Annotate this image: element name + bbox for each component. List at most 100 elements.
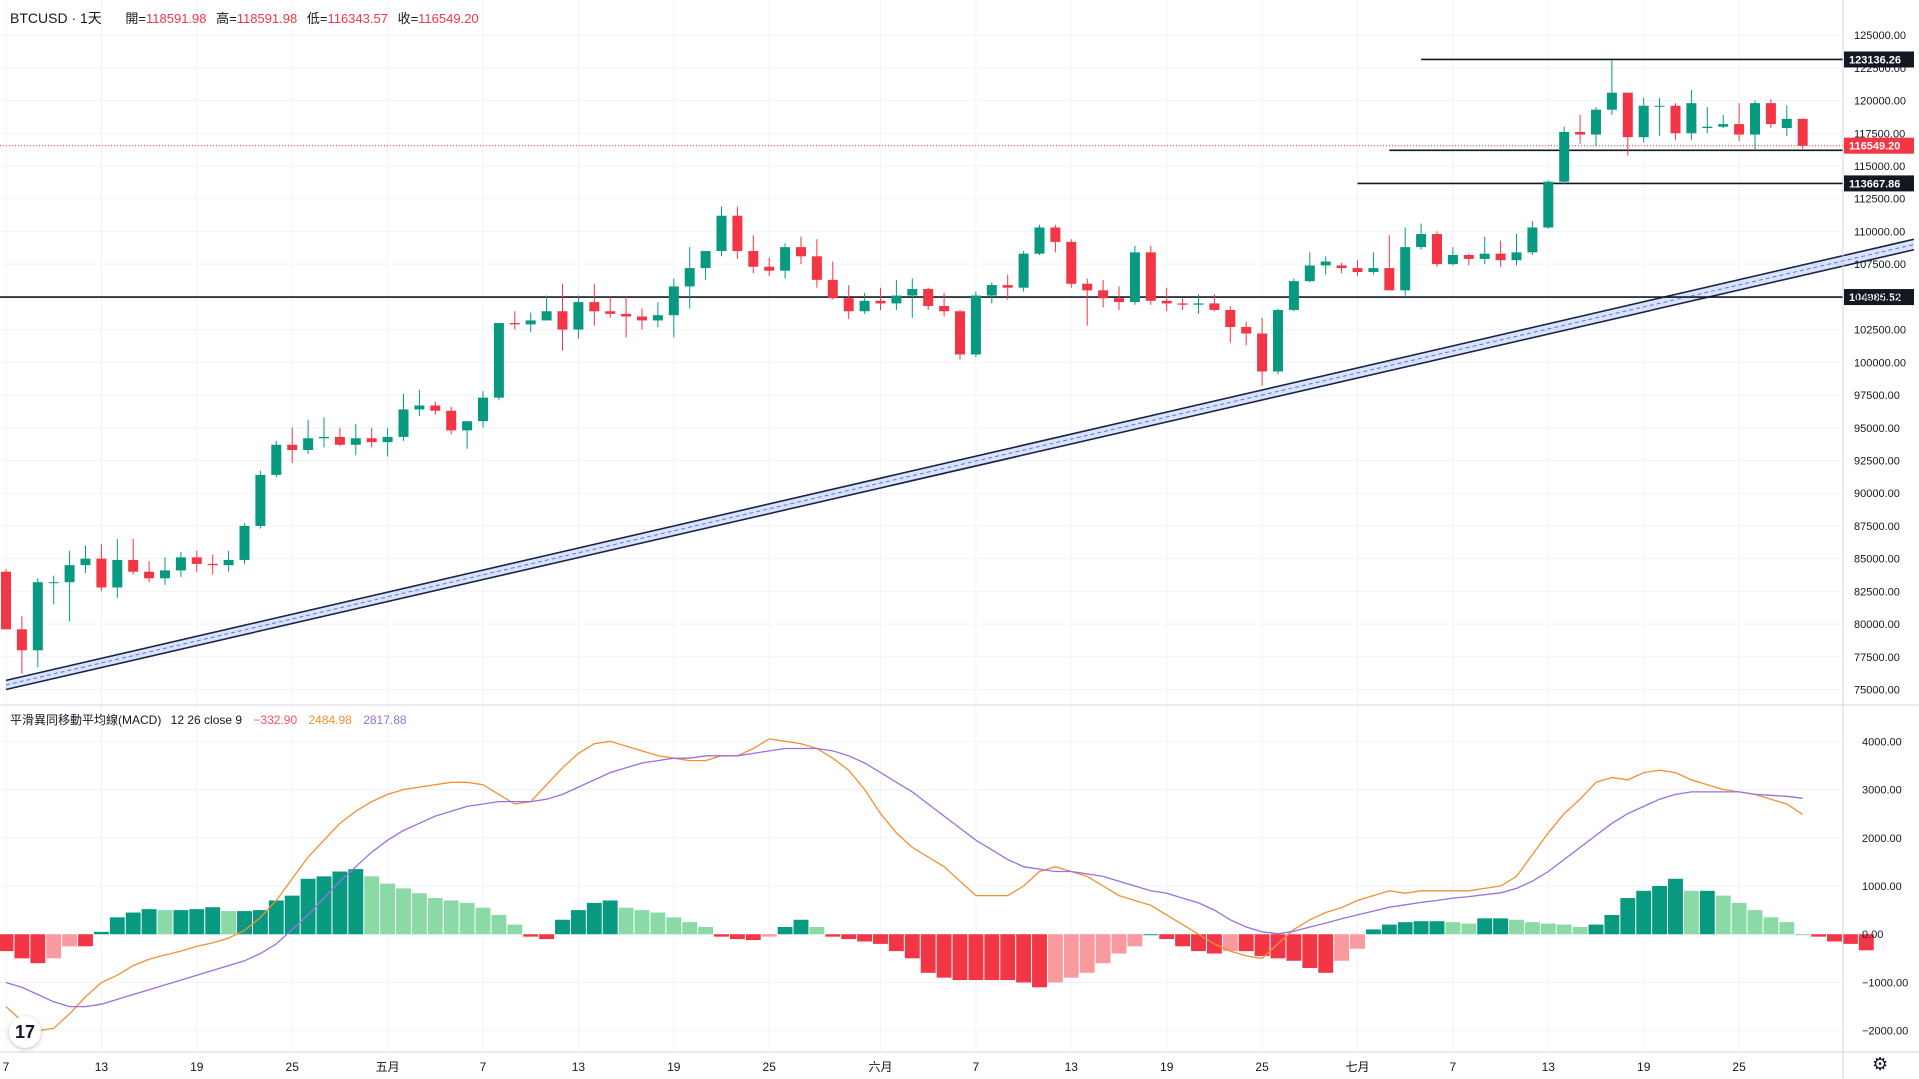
trend-channel-fill [6,239,1914,690]
candle-body [1145,252,1156,301]
time-axis-label: 13 [572,1060,586,1074]
macd-histogram-bar [1286,934,1302,961]
candle-body [1543,181,1554,228]
macd-histogram-bar [1652,886,1668,935]
price-axis-label: 102500.00 [1854,325,1906,337]
candle-body [1495,253,1506,261]
candle-body [1670,105,1681,134]
macd-axis-label: 2000.00 [1862,833,1902,845]
macd-histogram-bar [1540,923,1556,935]
gear-icon[interactable]: ⚙ [1872,1054,1889,1074]
candle-body [175,557,186,571]
level-price-tag [1844,289,1914,306]
time-axis-label: 7 [3,1060,10,1074]
price-axis-label: 95000.00 [1854,423,1900,435]
macd-histogram-bar [793,919,809,935]
macd-axis-label: −2000.00 [1862,1026,1908,1038]
candle-body [319,436,329,439]
candle-body [1018,253,1029,288]
candle-body [939,306,950,312]
price-axis-label: 110000.00 [1854,226,1905,238]
time-axis-label: 五月 [376,1060,400,1074]
macd-histogram-bar [30,934,46,964]
candle-body [1304,265,1315,282]
macd-histogram-bar [1095,934,1111,964]
macd-histogram-bar [841,934,857,940]
candle-body [1718,124,1729,127]
macd-histogram-bar [1445,922,1461,935]
price-axis-label: 105000.00 [1854,292,1906,304]
time-axis-label: 25 [763,1060,777,1074]
macd-histogram-bar [729,934,745,940]
price-axis-label: 92500.00 [1854,455,1900,467]
macd-histogram-bar [745,934,761,941]
candle-body [541,311,552,321]
macd-histogram-bar [1238,934,1254,952]
macd-histogram-bar [380,883,396,935]
trend-channel-lower [5,248,1915,691]
macd-histogram-bar [666,917,682,935]
macd-histogram-bar [1524,922,1540,935]
macd-histogram-bar [1000,934,1016,981]
candle-body [748,251,759,267]
horizontal-levels[interactable]: 123136.26 113667.86 104985.52 116549.20 [0,51,1914,306]
macd-axis-label: −1000.00 [1862,977,1908,989]
trend-channel[interactable] [5,238,1915,691]
candle-body [1781,118,1792,129]
candle-body [1066,241,1077,284]
macd-histogram-bar [1556,924,1572,935]
macd-histogram-bar [1636,890,1652,935]
macd-signal-line [5,747,1803,1008]
macd-histogram-bar [777,927,793,935]
candle-body [684,268,695,287]
candle-body [1479,253,1490,259]
candle-body [303,438,314,451]
candle-body [128,559,139,572]
candle-body [1527,227,1538,253]
candle-body [1400,247,1411,291]
candle-body [446,410,457,431]
macd-histogram-bar [857,934,873,942]
time-axis-label: 19 [190,1060,204,1074]
macd-histogram-bar [1461,923,1477,935]
candle-body [478,397,488,422]
candle-body [207,563,218,566]
candle-body [64,565,75,583]
candle-body [621,313,632,317]
macd-histogram-bar [1604,914,1620,935]
candle-body [573,302,584,330]
tradingview-logo-icon[interactable]: 17 [9,1016,41,1048]
macd-histogram-bar [761,934,777,937]
candle-body [1432,234,1442,265]
candle-body [827,279,838,299]
candle-body [271,444,282,475]
macd-histogram-bar [348,869,364,935]
time-axis-label: 七月 [1345,1060,1369,1074]
candlestick-series [1,59,1808,674]
candle-body [382,436,393,443]
macd-histogram-bar [411,893,427,935]
macd-histogram-bar [316,876,332,935]
macd-histogram-bar [1779,922,1795,935]
macd-histogram-bar [1683,890,1699,935]
macd-histogram-bar [1715,895,1731,935]
candle-body [1161,300,1172,304]
candle-body [1050,227,1061,242]
high-value: 118591.98 [236,11,298,26]
price-axis-label: 75000.00 [1854,685,1900,697]
macd-histogram-bar [1047,934,1063,983]
macd-histogram-bar [1254,934,1270,956]
macd-axis-label: 1000.00 [1862,881,1902,893]
price-axis-label: 77500.00 [1854,652,1900,664]
candle-body [1352,268,1363,272]
price-axis-label: 107500.00 [1854,259,1906,271]
macd-title[interactable]: 平滑異同移動平均線(MACD) [10,713,162,727]
macd-signal-value: 2817.88 [363,713,407,727]
macd-histogram-bar [0,934,14,952]
symbol-title[interactable]: BTCUSD · 1天 [10,10,102,26]
macd-histogram-bar [1143,934,1159,936]
candle-body [1320,261,1331,266]
macd-histogram-bar [491,914,507,935]
macd-histogram-bar [189,909,205,935]
